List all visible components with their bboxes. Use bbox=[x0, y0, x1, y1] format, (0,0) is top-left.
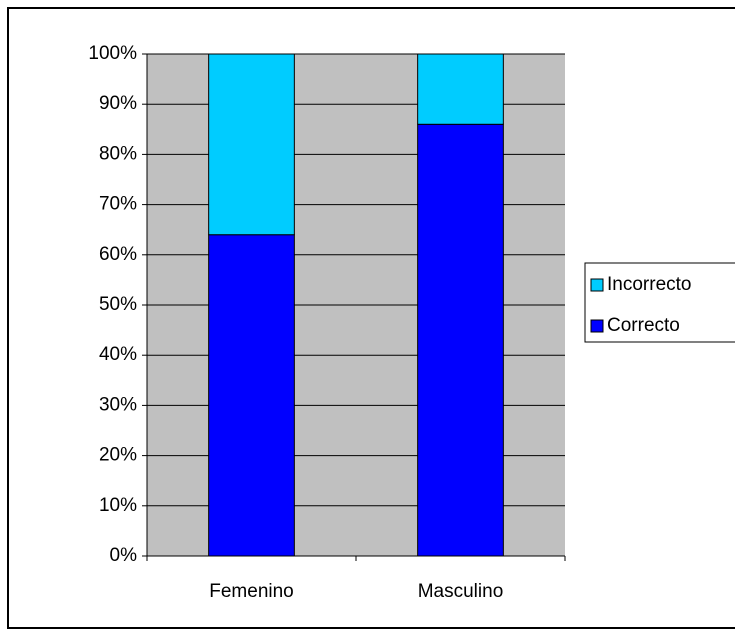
bar-segment bbox=[208, 53, 295, 236]
y-tick-label: 10% bbox=[99, 495, 137, 516]
legend-label: Incorrecto bbox=[607, 274, 691, 295]
y-tick-label: 20% bbox=[99, 445, 137, 466]
y-tick-label: 30% bbox=[99, 394, 137, 415]
x-tick-label: Masculino bbox=[418, 581, 504, 602]
y-tick-label: 50% bbox=[99, 294, 137, 315]
y-tick-label: 90% bbox=[99, 93, 137, 114]
y-tick-label: 80% bbox=[99, 143, 137, 164]
bar-segment bbox=[417, 53, 504, 125]
legend-swatch bbox=[590, 278, 604, 292]
y-tick-label: 100% bbox=[88, 43, 137, 64]
bar-segment bbox=[208, 234, 295, 557]
legend-label: Correcto bbox=[607, 315, 680, 336]
y-tick-label: 0% bbox=[110, 545, 138, 566]
legend-box bbox=[584, 262, 735, 343]
y-tick-label: 40% bbox=[99, 344, 137, 365]
y-tick-label: 70% bbox=[99, 194, 137, 215]
x-tick-label: Femenino bbox=[209, 581, 294, 602]
legend-swatch bbox=[590, 319, 604, 333]
bar-segment bbox=[417, 123, 504, 557]
y-tick-label: 60% bbox=[99, 244, 137, 265]
